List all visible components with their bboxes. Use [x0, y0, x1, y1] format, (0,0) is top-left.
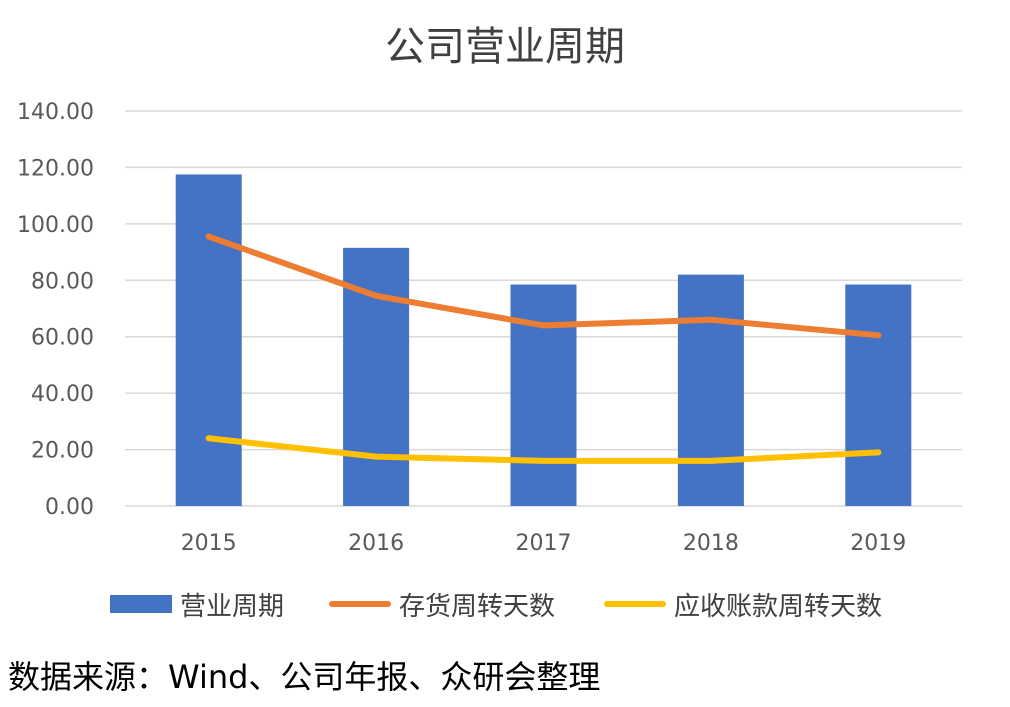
line-point-1-2017: [540, 457, 547, 464]
x-tick-label-2016: 2016: [348, 531, 404, 556]
line-point-0-2018: [707, 316, 714, 323]
chart-legend: 营业周期 存货周转天数 应收账款周转天数: [0, 584, 1010, 624]
x-tick-label-2017: 2017: [516, 531, 572, 556]
y-tick-label-0: 0.00: [45, 495, 94, 520]
legend-label-receivable-turnover-days: 应收账款周转天数: [674, 591, 883, 622]
legend-item-operating-cycle: 营业周期: [110, 584, 284, 624]
chart-plot-area: 0.00 20.00 40.00 60.00 80.00 100.00 120.00 140.…: [17, 100, 962, 556]
source-note: 数据来源：Wind、公司年报、众研会整理: [8, 658, 601, 696]
line-point-1-2018: [707, 457, 714, 464]
legend-swatch-inventory-turnover-days: [329, 601, 391, 607]
y-tick-label-5: 100.00: [17, 213, 94, 238]
legend-item-receivable-turnover-days: 应收账款周转天数: [604, 584, 882, 624]
legend-label-operating-cycle: 营业周期: [180, 591, 285, 622]
x-tick-label-2019: 2019: [850, 531, 906, 556]
legend-swatch-receivable-turnover-days: [604, 601, 666, 607]
y-tick-label-7: 140.00: [17, 100, 94, 125]
legend-item-inventory-turnover-days: 存货周转天数: [329, 584, 555, 624]
line-point-0-2017: [540, 322, 547, 329]
line-point-0-2015: [205, 233, 212, 240]
line-point-1-2016: [373, 453, 380, 460]
line-point-0-2019: [875, 332, 882, 339]
chart-title: 公司营业周期: [385, 24, 625, 70]
x-tick-label-2018: 2018: [683, 531, 739, 556]
bar-2018: [677, 274, 744, 506]
legend-swatch-operating-cycle: [110, 595, 172, 613]
y-tick-label-1: 20.00: [31, 439, 94, 464]
x-tick-label-2015: 2015: [181, 531, 237, 556]
bar-2015: [175, 174, 242, 506]
bar-2017: [510, 284, 577, 506]
y-tick-label-2: 40.00: [31, 382, 94, 407]
line-point-1-2015: [205, 435, 212, 442]
y-tick-label-3: 60.00: [31, 326, 94, 351]
line-point-1-2019: [875, 449, 882, 456]
y-tick-label-6: 120.00: [17, 156, 94, 181]
bar-2019: [845, 284, 912, 506]
line-point-0-2016: [373, 292, 380, 299]
legend-label-inventory-turnover-days: 存货周转天数: [399, 591, 556, 622]
y-tick-label-4: 80.00: [31, 269, 94, 294]
